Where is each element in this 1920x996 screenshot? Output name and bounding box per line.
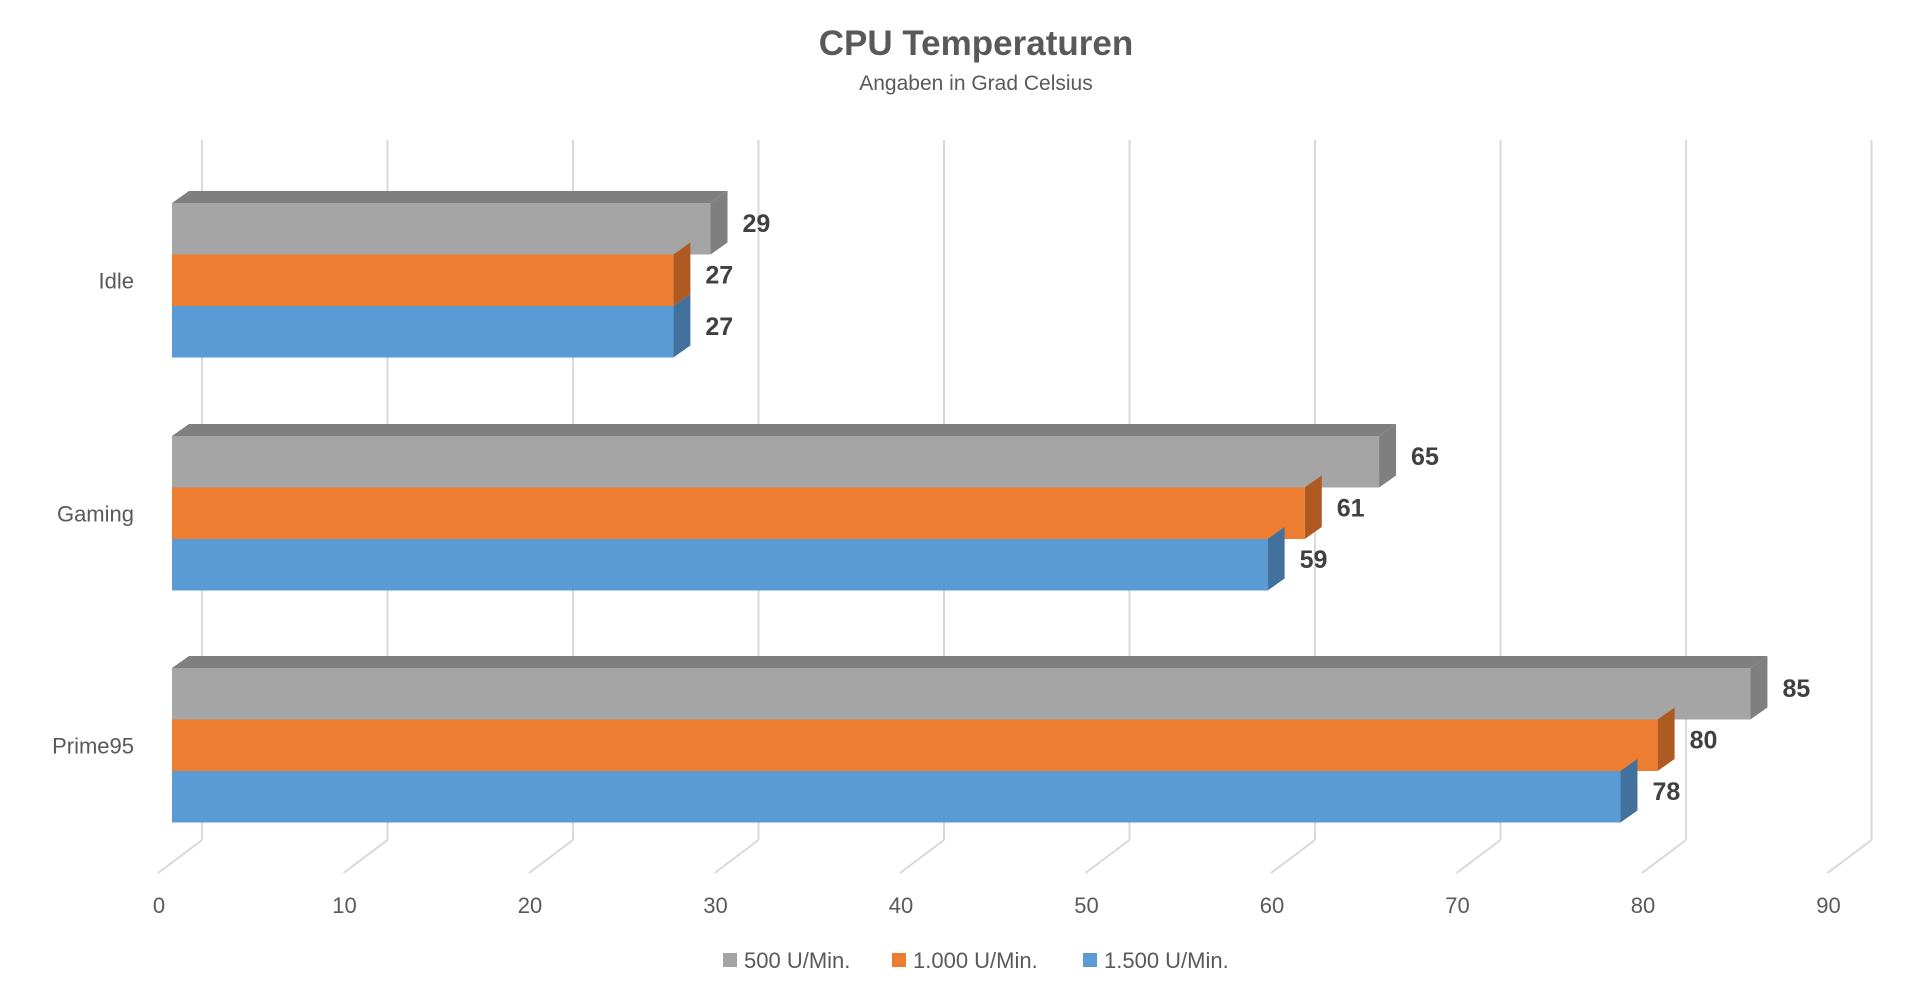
- data-label: 65: [1411, 443, 1439, 471]
- legend-swatch: [1083, 953, 1097, 967]
- bar-side-face: [1267, 527, 1285, 591]
- floor-gridline: [342, 839, 389, 874]
- legend-item: 1.500 U/Min.: [1083, 948, 1229, 973]
- bar: [172, 759, 1638, 823]
- data-label: 27: [705, 261, 733, 289]
- chart-title: CPU Temperaturen: [819, 24, 1133, 63]
- bar-front-face: [172, 719, 1658, 771]
- floor-gridline: [157, 839, 203, 874]
- bar-front-face: [172, 771, 1621, 823]
- bar-side-face: [673, 294, 691, 358]
- bar-side-face: [1620, 759, 1638, 823]
- floor-gridline: [1270, 839, 1316, 874]
- legend: 500 U/Min. 1.000 U/Min. 1.500 U/Min.: [723, 948, 1229, 973]
- data-label: 78: [1652, 778, 1680, 806]
- legend-swatch: [892, 953, 906, 967]
- category-label: Idle: [99, 268, 134, 293]
- legend-label: 1.500 U/Min.: [1104, 948, 1229, 973]
- data-label: 29: [743, 210, 771, 238]
- legend-label: 500 U/Min.: [744, 948, 850, 973]
- bar-front-face: [172, 203, 711, 255]
- bar: [172, 191, 728, 255]
- bar-front-face: [172, 306, 674, 358]
- x-axis-ticks: 0 10 20 30 40 50 60 70 80 90: [153, 893, 1841, 918]
- bar-top-face: [172, 424, 1397, 436]
- floor-gridline: [1826, 839, 1873, 874]
- bar: [172, 242, 691, 306]
- data-label: 61: [1337, 494, 1365, 522]
- bar-side-face: [710, 191, 728, 255]
- legend-swatch: [723, 953, 737, 967]
- data-label: 85: [1782, 675, 1810, 703]
- bar-side-face: [673, 242, 691, 306]
- x-tick-label: 20: [518, 893, 542, 918]
- bar: [172, 424, 1397, 488]
- bar-front-face: [172, 487, 1305, 539]
- x-tick-label: 50: [1074, 893, 1098, 918]
- bar-front-face: [172, 436, 1380, 488]
- bar-top-face: [172, 191, 728, 203]
- legend-item: 1.000 U/Min.: [892, 948, 1038, 973]
- x-tick-label: 90: [1816, 893, 1840, 918]
- x-tick-label: 0: [153, 893, 165, 918]
- bar-front-face: [172, 668, 1751, 720]
- x-tick-label: 60: [1260, 893, 1284, 918]
- bar: [172, 475, 1322, 539]
- x-tick-label: 70: [1445, 893, 1469, 918]
- bar: [172, 656, 1768, 720]
- legend-label: 1.000 U/Min.: [913, 948, 1038, 973]
- bar: [172, 527, 1285, 591]
- bar-side-face: [1657, 707, 1675, 771]
- legend-item: 500 U/Min.: [723, 948, 850, 973]
- floor-gridline: [1084, 839, 1131, 874]
- y-axis-categories: Idle Gaming Prime95: [52, 268, 134, 758]
- x-tick-label: 30: [703, 893, 727, 918]
- x-tick-label: 80: [1631, 893, 1655, 918]
- floor-gridline: [1641, 839, 1687, 874]
- category-label: Prime95: [52, 733, 134, 758]
- data-label: 59: [1300, 546, 1328, 574]
- bar-side-face: [1304, 475, 1322, 539]
- floor-gridline: [899, 839, 945, 874]
- x-tick-label: 10: [332, 893, 356, 918]
- x-tick-label: 40: [889, 893, 913, 918]
- data-label: 27: [705, 313, 733, 341]
- bar-front-face: [172, 254, 674, 306]
- bar: [172, 294, 691, 358]
- bar-series: 29 27 27 65 61 59 85 80 78: [172, 191, 1810, 823]
- floor-gridline: [713, 839, 760, 874]
- bar-top-face: [172, 656, 1768, 668]
- floor-gridline: [528, 839, 574, 874]
- data-label: 80: [1690, 726, 1718, 754]
- bar-front-face: [172, 539, 1268, 591]
- category-label: Gaming: [57, 501, 134, 526]
- floor-gridline: [1455, 839, 1502, 874]
- bar-side-face: [1379, 424, 1397, 488]
- bar: [172, 707, 1675, 771]
- bar-side-face: [1750, 656, 1768, 720]
- chart-subtitle: Angaben in Grad Celsius: [859, 72, 1092, 95]
